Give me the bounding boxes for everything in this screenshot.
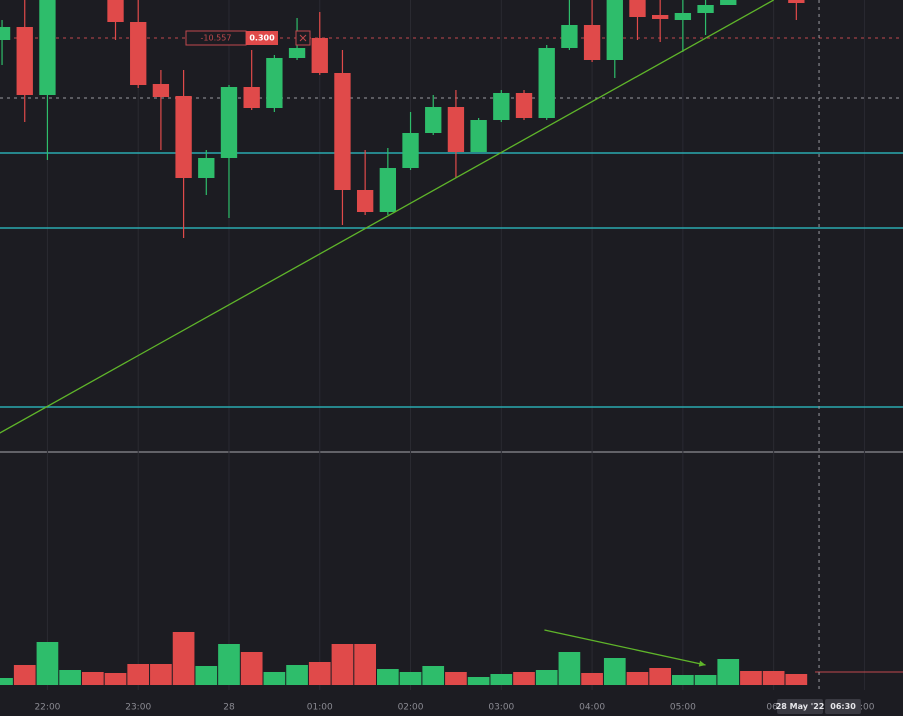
candle-body <box>16 27 33 95</box>
volume-bar <box>762 671 785 685</box>
volume-bar <box>376 669 399 685</box>
x-tick-label: 01:00 <box>307 703 333 713</box>
candle-body <box>243 87 260 108</box>
candle-body <box>334 73 351 190</box>
volume-bar <box>626 672 649 685</box>
candle-body <box>379 168 397 212</box>
volume-bar <box>331 644 354 685</box>
candle-body <box>425 107 442 133</box>
candle-body <box>198 158 215 178</box>
order-price: -10.557 <box>201 34 232 43</box>
x-tick-label: 03:00 <box>488 703 514 713</box>
volume-bar <box>785 674 808 685</box>
crosshair-date-box <box>777 699 824 714</box>
candle-body <box>266 58 283 108</box>
candle-body <box>220 87 238 158</box>
volume-bar <box>535 670 558 685</box>
x-tick-label: 7:00 <box>854 703 874 713</box>
order-qty-box <box>246 31 278 45</box>
volume-bar <box>286 665 308 685</box>
arrow-head <box>698 660 706 667</box>
volume-bar <box>59 670 81 685</box>
candle-body <box>356 190 374 212</box>
volume-bar <box>694 675 717 685</box>
x-tick-label: 05:00 <box>670 703 696 713</box>
volume-bar <box>263 672 286 685</box>
candle-body <box>652 15 669 19</box>
x-tick-label: 04:00 <box>579 703 605 713</box>
x-tick-label: 28 <box>223 703 235 713</box>
volume-bar <box>445 672 467 685</box>
candle-body <box>470 120 487 152</box>
volume-bar <box>81 672 104 685</box>
trendline <box>0 0 774 434</box>
candle-body <box>629 0 646 17</box>
candle-body <box>39 0 56 95</box>
x-tick-label: 23:00 <box>125 703 151 713</box>
candle-body <box>130 22 147 85</box>
volume-bar <box>218 644 240 685</box>
volume-bar <box>354 644 376 685</box>
volume-bar <box>513 672 535 685</box>
x-tick-label: 02:00 <box>398 703 424 713</box>
candle-body <box>288 48 306 58</box>
volume-bar <box>127 664 150 685</box>
volume-bar <box>603 658 626 685</box>
candle-body <box>402 133 419 168</box>
crosshair-date: 28 May '22 <box>776 702 825 711</box>
candle-body <box>606 0 623 60</box>
volume-bar <box>490 674 513 685</box>
candle-body <box>720 0 737 5</box>
candle-body <box>152 84 170 97</box>
volume-bar <box>558 652 581 685</box>
candle-body <box>697 5 714 13</box>
candle-body <box>583 25 601 60</box>
volume-bar <box>467 677 490 685</box>
volume-bar <box>172 632 195 685</box>
candle-body <box>447 107 465 152</box>
candle-body <box>674 13 692 20</box>
volume-bar <box>740 671 762 685</box>
candle-body <box>0 27 11 40</box>
candle-body <box>515 93 533 118</box>
volume-bar <box>240 652 263 685</box>
volume-arrow <box>544 629 706 666</box>
volume-bar <box>672 675 694 685</box>
volume-bar <box>13 665 36 685</box>
volume-bar <box>308 662 331 685</box>
x-tick-label: 22:00 <box>34 703 60 713</box>
volume-bar <box>0 678 13 685</box>
x-tick-label: 06: <box>766 703 780 713</box>
crosshair-time-box <box>825 699 862 714</box>
candle-body <box>311 38 328 73</box>
order-close-icon <box>299 34 307 42</box>
candle-body <box>493 93 510 120</box>
volume-bar <box>422 666 445 685</box>
volume-bar <box>717 659 740 685</box>
volume-bar <box>36 642 59 685</box>
volume-bar <box>399 672 422 685</box>
candle-body <box>538 48 555 118</box>
volume-bar <box>649 668 672 685</box>
candle-body <box>175 96 192 178</box>
volume-bar <box>581 673 603 685</box>
candle-body <box>561 25 578 48</box>
order-qty: 0.300 <box>249 34 275 43</box>
volume-bar <box>195 666 218 685</box>
candle-body <box>788 0 805 3</box>
volume-bar <box>104 673 127 685</box>
volume-bar <box>150 664 172 685</box>
candle-body <box>107 0 124 22</box>
crosshair-time: 06:30 <box>830 702 856 711</box>
